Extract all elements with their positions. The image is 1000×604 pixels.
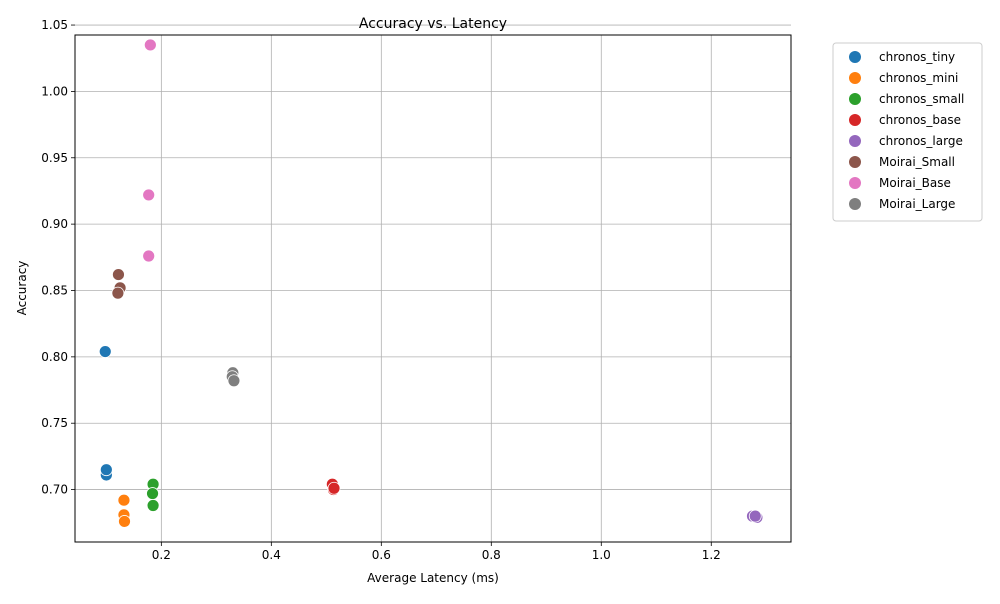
data-point-chronos-large	[748, 509, 762, 523]
x-tick-label: 1.2	[702, 548, 721, 562]
data-point-moirai-large	[227, 374, 241, 388]
y-tick-label: 0.75	[41, 416, 68, 430]
data-point-chronos-tiny	[99, 463, 113, 477]
legend-marker	[849, 93, 861, 105]
legend-label: chronos_small	[879, 92, 964, 106]
y-tick-label: 0.85	[41, 283, 68, 297]
legend-marker	[849, 156, 861, 168]
legend-label: chronos_base	[879, 113, 961, 127]
chart-title: Accuracy vs. Latency	[359, 16, 507, 32]
legend-marker	[849, 198, 861, 210]
x-tick-label: 0.8	[482, 548, 501, 562]
x-tick-label: 0.6	[372, 548, 391, 562]
legend-label: chronos_mini	[879, 71, 958, 85]
y-tick-label: 1.05	[41, 18, 68, 32]
data-point-chronos-base	[327, 481, 341, 495]
legend: chronos_tiny chronos_mini chronos_smallchr…	[832, 42, 983, 222]
data-point-chronos-mini	[118, 515, 131, 528]
data-point-chronos-small	[146, 499, 160, 512]
legend-marker	[849, 72, 861, 84]
y-tick-label: 1.00	[41, 84, 68, 98]
legend-label: chronos_tiny	[879, 50, 955, 64]
legend-marker	[849, 114, 861, 126]
data-point-moirai-small	[111, 286, 125, 300]
legend-marker	[849, 135, 861, 147]
data-point-moirai-base	[143, 38, 157, 52]
data-point-chronos-small	[146, 487, 159, 500]
x-tick-label: 0.4	[262, 548, 281, 562]
legend-marker	[849, 51, 861, 63]
data-point-chronos-tiny	[98, 345, 112, 358]
axis-ticks: 0.2 0.4 0.6 0.8 1.0 1.2 0.70 0.75 0.80 0.85 0.90 0.…	[41, 18, 721, 562]
data-points	[98, 38, 764, 528]
y-tick-label: 0.70	[41, 483, 68, 497]
legend-marker	[849, 177, 861, 189]
legend-label: Moirai_Small	[879, 155, 955, 169]
data-point-moirai-base	[142, 249, 156, 263]
x-tick-label: 1.0	[592, 548, 611, 562]
y-axis-label: Accuracy	[15, 261, 29, 316]
data-point-chronos-mini	[117, 493, 131, 507]
x-tick-label: 0.2	[152, 548, 171, 562]
legend-label: Moirai_Base	[879, 176, 951, 190]
y-tick-label: 0.80	[41, 350, 68, 364]
legend-label: Moirai_Large	[879, 197, 955, 211]
legend-label: chronos_large	[879, 134, 963, 148]
y-tick-label: 0.95	[41, 151, 68, 165]
plot-frame	[74, 34, 792, 543]
data-point-moirai-base	[142, 188, 156, 202]
legend-box	[832, 42, 983, 222]
data-point-moirai-small	[112, 268, 125, 281]
x-axis-label: Average Latency (ms)	[367, 571, 499, 585]
y-tick-label: 0.90	[41, 217, 68, 231]
grid	[75, 24, 791, 542]
